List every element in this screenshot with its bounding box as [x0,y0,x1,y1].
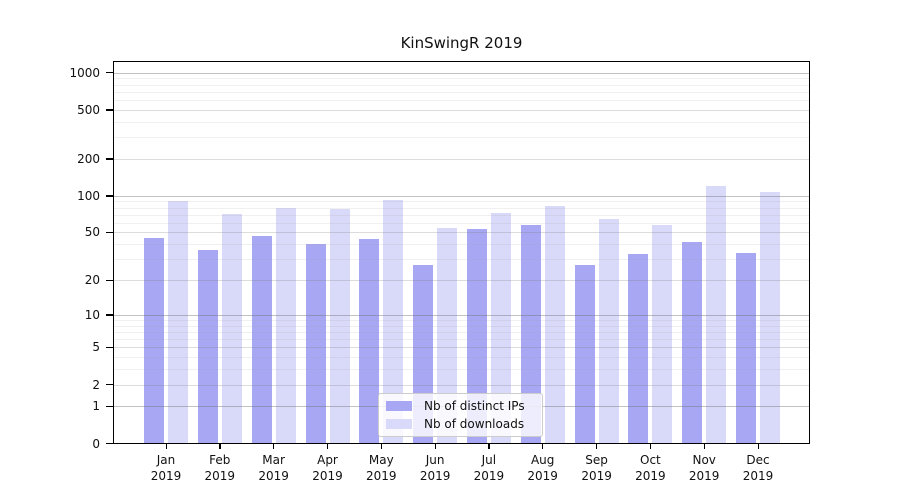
x-tick-mark-feb [219,443,221,449]
y-tick-mark-1000 [106,72,113,74]
y-tick-label-50: 50 [84,225,100,240]
y-tick-mark-10 [106,314,113,316]
bar-dec-downloads [760,191,780,444]
x-tick-mark-jan [165,443,167,449]
bar-nov-distinct-ips [682,241,703,444]
y-tick-mark-100 [106,195,113,197]
bar-oct-distinct-ips [628,254,649,444]
y-tick-label-0: 0 [92,436,100,451]
x-tick-label-jun: Jun 2019 [419,452,451,483]
bar-feb-downloads [221,213,242,444]
y-tick-label-1000: 1000 [69,65,100,80]
x-tick-label-oct: Oct 2019 [635,452,666,483]
y-tick-label-200: 200 [77,151,100,166]
legend-entry-distinct-ips: Nb of distinct IPs [386,399,534,413]
bar-apr-distinct-ips [305,244,326,444]
bar-jul-distinct-ips [466,229,487,444]
x-tick-mark-jul [488,443,490,449]
y-tick-label-100: 100 [77,188,100,203]
bar-jan-downloads [168,201,188,444]
y-tick-mark-20 [106,279,113,281]
x-tick-mark-dec [757,443,759,449]
x-tick-mark-jun [434,443,436,449]
bar-sep-downloads [598,218,619,444]
x-tick-label-apr: Apr 2019 [312,452,343,483]
bar-mar-distinct-ips [251,235,272,444]
legend-swatch-downloads [386,418,412,429]
x-tick-label-mar: Mar 2019 [258,452,289,483]
bar-jul-downloads [490,212,511,444]
bar-may-downloads [383,200,404,444]
bar-jun-downloads [437,228,458,444]
bar-aug-distinct-ips [520,224,541,444]
chart-title: KinSwingR 2019 [400,34,523,52]
bar-oct-downloads [652,224,673,444]
x-tick-label-sep: Sep 2019 [581,452,612,483]
x-tick-label-aug: Aug 2019 [527,452,558,483]
y-tick-mark-5 [106,346,113,349]
x-tick-label-jan: Jan 2019 [150,452,182,483]
x-tick-mark-oct [649,443,652,449]
bar-sep-distinct-ips [574,264,595,444]
x-tick-mark-may [380,443,383,449]
bar-nov-downloads [706,186,727,444]
x-tick-label-jul: Jul 2019 [473,452,505,483]
y-tick-label-5: 5 [92,340,100,355]
y-tick-mark-0 [106,443,113,445]
bar-jan-distinct-ips [144,238,164,444]
x-tick-label-dec: Dec 2019 [742,452,774,483]
y-tick-label-1: 1 [92,399,100,414]
bar-aug-downloads [544,206,565,444]
legend-entry-downloads: Nb of downloads [386,417,534,431]
plot-area [113,61,810,444]
x-tick-mark-nov [703,443,705,449]
legend: Nb of distinct IPs Nb of downloads [378,393,543,437]
x-tick-mark-sep [596,443,598,449]
legend-label-distinct-ips: Nb of distinct IPs [424,399,525,414]
bars-layer [113,61,810,444]
legend-label-downloads: Nb of downloads [424,416,525,431]
x-tick-label-may: May 2019 [366,452,397,483]
y-tick-label-2: 2 [92,377,100,392]
bar-dec-distinct-ips [736,252,756,444]
bar-may-distinct-ips [359,239,380,444]
y-tick-mark-50 [106,231,113,234]
y-tick-mark-200 [106,158,113,160]
x-tick-label-feb: Feb 2019 [204,452,236,483]
y-tick-mark-2 [106,384,113,386]
legend-swatch-distinct-ips [386,401,412,412]
y-tick-mark-500 [106,109,113,111]
y-tick-mark-1 [106,405,113,408]
x-tick-mark-mar [273,443,275,449]
x-tick-mark-aug [542,443,544,449]
x-tick-mark-apr [327,443,329,449]
bar-feb-distinct-ips [197,249,218,444]
bar-mar-downloads [275,208,296,444]
x-tick-label-nov: Nov 2019 [688,452,720,483]
bar-apr-downloads [329,209,350,444]
y-tick-label-10: 10 [84,307,100,322]
y-tick-label-20: 20 [84,273,100,288]
y-tick-label-500: 500 [77,102,100,117]
